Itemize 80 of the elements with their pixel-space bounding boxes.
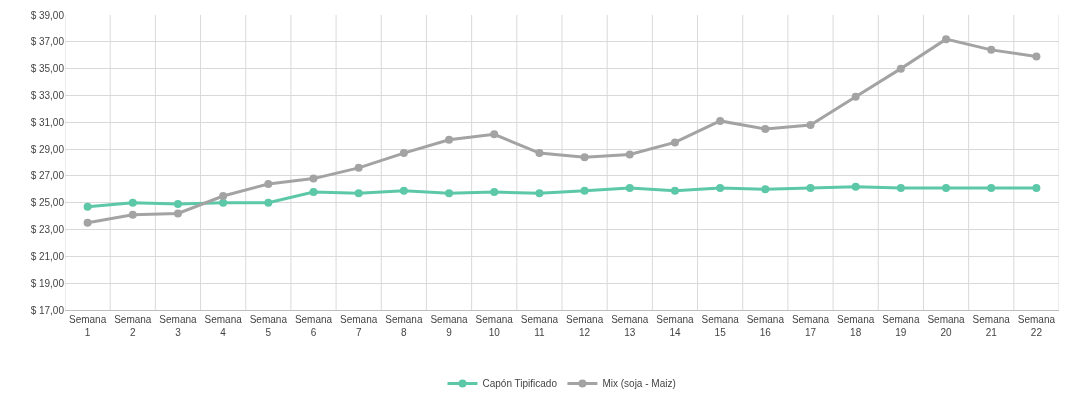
point	[761, 185, 770, 194]
point	[851, 92, 860, 101]
x-tick-label: Semana 4	[204, 314, 243, 338]
point	[625, 150, 634, 159]
x-tick-label: Semana 3	[159, 314, 198, 338]
x-tick-label: Semana 15	[701, 314, 740, 338]
point	[987, 183, 996, 192]
point	[716, 183, 725, 192]
point	[445, 135, 454, 144]
point	[128, 198, 137, 207]
point	[896, 183, 905, 192]
x-tick-label: Semana 14	[656, 314, 695, 338]
y-tick-label: $ 39,00	[30, 9, 65, 21]
x-tick-label: Semana 21	[972, 314, 1011, 338]
point	[987, 45, 996, 54]
point	[445, 189, 454, 198]
x-tick-label: Semana 22	[1017, 314, 1056, 338]
point	[219, 192, 228, 201]
y-tick-label: $ 27,00	[30, 170, 65, 182]
x-tick-label: Semana 2	[114, 314, 152, 338]
x-tick-label: Semana 11	[520, 314, 559, 338]
y-tick-label: $ 19,00	[30, 277, 65, 289]
point	[625, 183, 634, 192]
y-tick-label: $ 25,00	[30, 197, 65, 209]
x-tick-label: Semana 8	[385, 314, 423, 338]
x-tick-label: Semana 10	[475, 314, 514, 338]
point	[309, 174, 318, 183]
point	[806, 183, 815, 192]
x-tick-label: Semana 7	[340, 314, 378, 338]
point	[1032, 52, 1041, 61]
point	[716, 116, 725, 125]
point	[173, 200, 182, 209]
point	[806, 120, 815, 129]
x-tick-label: Semana 17	[791, 314, 830, 338]
x-tick-label: Semana 18	[837, 314, 875, 338]
point	[896, 64, 905, 73]
y-tick-label: $ 31,00	[30, 116, 65, 128]
point	[670, 186, 679, 195]
y-tick-label: $ 23,00	[30, 224, 65, 236]
point	[535, 149, 544, 158]
point	[851, 182, 860, 191]
point	[490, 130, 499, 139]
point	[1032, 183, 1041, 192]
point	[580, 153, 589, 162]
point	[128, 210, 137, 219]
point	[219, 198, 228, 207]
y-tick-label: $ 33,00	[30, 89, 65, 101]
y-tick-label: $ 29,00	[30, 143, 65, 155]
point	[354, 189, 363, 198]
y-tick-label: $ 21,00	[30, 250, 65, 262]
x-tick-label: Semana 6	[294, 314, 333, 338]
point	[399, 149, 408, 158]
x-tick-label: Semana 9	[430, 314, 469, 338]
point	[670, 138, 679, 147]
point	[399, 186, 408, 195]
point	[173, 209, 182, 218]
y-tick-label: $ 35,00	[30, 63, 65, 75]
x-tick-label: Semana 5	[249, 314, 288, 338]
x-tick-label: Semana 12	[565, 314, 604, 338]
point	[83, 202, 92, 211]
x-tick-label: Semana 20	[927, 314, 966, 338]
y-tick-label: $ 37,00	[30, 36, 65, 48]
point	[354, 163, 363, 172]
point	[761, 124, 770, 133]
y-tick-label: $ 17,00	[30, 304, 65, 316]
point	[490, 188, 499, 196]
legend-label: Mix (soja - Maiz)	[602, 378, 676, 390]
point	[83, 218, 92, 227]
x-tick-label: Semana 19	[882, 314, 920, 338]
point	[535, 189, 544, 198]
legend-label: Capón Tipificado	[482, 378, 558, 390]
x-tick-label: Semana 1	[68, 314, 107, 338]
x-tick-label: Semana 16	[746, 314, 785, 338]
point	[264, 179, 273, 188]
point	[942, 35, 951, 44]
point	[942, 183, 951, 192]
point	[309, 188, 318, 196]
point	[264, 198, 273, 207]
x-tick-label: Semana 13	[611, 314, 649, 338]
point	[580, 186, 589, 195]
